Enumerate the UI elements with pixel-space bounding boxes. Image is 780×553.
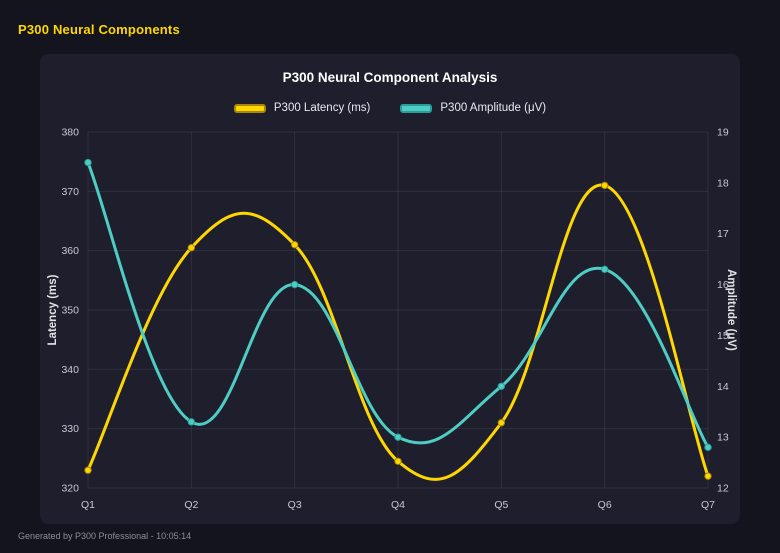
legend-swatch <box>400 103 433 113</box>
right-tick-label: 18 <box>717 177 729 189</box>
left-tick-label: 320 <box>61 483 79 495</box>
amplitude-data-point <box>704 443 712 452</box>
right-tick-label: 16 <box>717 279 729 291</box>
amplitude-data-point <box>187 418 196 426</box>
legend-item[interactable]: P300 Latency (ms) <box>233 102 371 114</box>
page-title: P300 Neural Components <box>18 22 180 37</box>
right-tick-label: 17 <box>717 228 729 240</box>
right-axis-title: Amplitude (μV) <box>725 269 737 351</box>
latency-data-point <box>600 181 609 190</box>
amplitude-data-point <box>290 280 299 289</box>
x-tick-label: Q6 <box>598 499 612 511</box>
latency-data-point <box>394 457 402 465</box>
right-tick-label: 19 <box>717 127 729 139</box>
left-tick-label: 350 <box>61 305 79 317</box>
legend-label: P300 Latency (ms) <box>273 102 371 114</box>
left-tick-label: 330 <box>61 423 79 435</box>
right-tick-label: 13 <box>717 432 729 444</box>
latency-data-point <box>290 241 299 249</box>
right-tick-label: 15 <box>717 330 729 342</box>
chart-title: P300 Neural Component Analysis <box>282 70 498 85</box>
latency-data-point <box>84 466 92 474</box>
right-tick-label: 14 <box>717 381 729 393</box>
amplitude-data-point <box>600 265 609 274</box>
left-tick-label: 380 <box>61 127 79 139</box>
left-tick-label: 370 <box>61 186 79 198</box>
legend-item[interactable]: P300 Amplitude (μV) <box>400 102 546 114</box>
left-tick-label: 340 <box>61 364 79 376</box>
latency-data-point <box>187 244 196 252</box>
chart-legend: P300 Latency (ms) P300 Amplitude (μV) <box>233 98 546 118</box>
left-axis-title: Latency (ms) <box>47 274 59 345</box>
x-tick-label: Q2 <box>184 499 198 511</box>
right-tick-label: 12 <box>717 483 729 495</box>
legend-label: P300 Amplitude (μV) <box>440 102 547 114</box>
amplitude-data-point <box>497 382 506 390</box>
x-tick-label: Q1 <box>81 499 95 511</box>
x-tick-label: Q5 <box>494 499 508 511</box>
amplitude-data-point <box>394 433 402 441</box>
x-tick-label: Q3 <box>288 499 302 511</box>
amplitude-data-point <box>84 158 92 167</box>
legend-swatch <box>233 103 266 113</box>
latency-data-point <box>704 472 712 480</box>
x-tick-label: Q4 <box>391 499 405 511</box>
footer-status: Generated by P300 Professional - 10:05:1… <box>18 531 192 541</box>
line-chart: Q1 Q2 Q3 Q4 Q5 Q6 Q7 320 330 340 350 360 370 380 12 13 1… <box>47 127 737 512</box>
left-tick-label: 360 <box>61 245 79 257</box>
x-tick-label: Q7 <box>701 499 715 511</box>
latency-data-point <box>497 419 506 427</box>
chart-card: P300 Neural Component Analysis P300 Late… <box>40 54 740 524</box>
